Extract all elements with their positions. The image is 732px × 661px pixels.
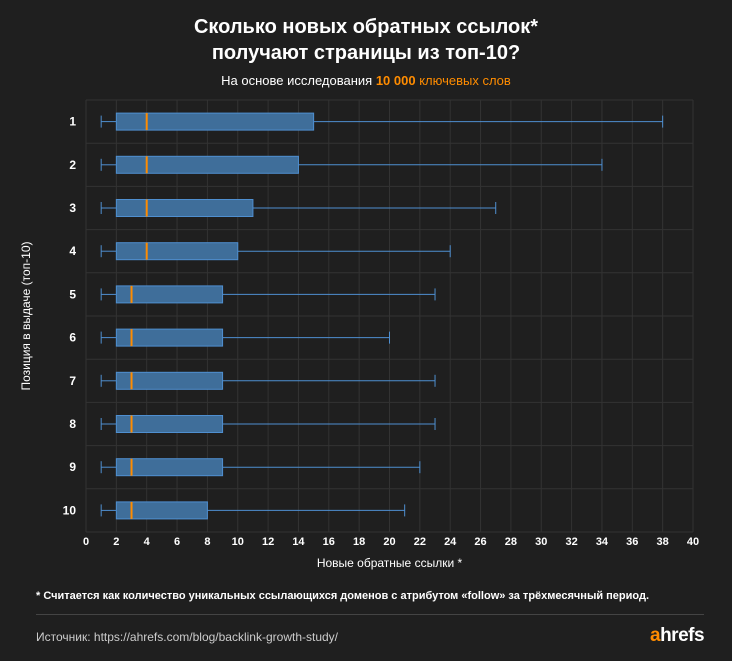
- x-tick-label: 40: [687, 536, 699, 548]
- y-tick-label: 2: [69, 158, 76, 172]
- x-tick-label: 36: [626, 536, 638, 548]
- x-axis-label: Новые обратные ссылки *: [317, 556, 463, 570]
- y-tick-label: 7: [69, 374, 76, 388]
- box-iqr: [115, 371, 224, 390]
- box-iqr: [115, 458, 224, 477]
- subtitle-number: 10 000: [375, 73, 416, 88]
- x-tick-label: 20: [383, 536, 395, 548]
- x-tick-label: 30: [535, 536, 547, 548]
- logo-rest: hrefs: [660, 625, 705, 646]
- x-tick-label: 0: [83, 536, 89, 548]
- box-iqr: [115, 285, 224, 304]
- chart-title: Сколько новых обратных ссылок* получают …: [0, 14, 732, 66]
- x-tick-label: 38: [657, 536, 669, 548]
- x-tick-label: 18: [353, 536, 365, 548]
- x-tick-label: 26: [474, 536, 486, 548]
- subtitle-prefix: На основе исследования: [221, 73, 376, 88]
- x-tick-label: 2: [113, 536, 119, 548]
- x-tick-label: 32: [565, 536, 577, 548]
- x-tick-label: 16: [323, 536, 335, 548]
- ahrefs-logo: ahrefs: [650, 625, 705, 647]
- y-tick-label: 9: [69, 460, 76, 474]
- x-tick-label: 12: [262, 536, 274, 548]
- box-iqr: [115, 242, 239, 261]
- subtitle-accent: 10 000 ключевых слов: [376, 73, 511, 88]
- x-tick-label: 24: [444, 536, 457, 548]
- x-tick-label: 22: [414, 536, 426, 548]
- y-tick-label: 3: [69, 201, 76, 215]
- chart-title-line-2: получают страницы из топ-10?: [211, 42, 521, 64]
- box-iqr: [115, 501, 208, 520]
- y-tick-label: 10: [63, 503, 77, 517]
- x-tick-label: 10: [232, 536, 244, 548]
- chart-subtitle: На основе исследования 10 000 ключевых с…: [0, 73, 732, 88]
- x-tick-label: 8: [204, 536, 210, 548]
- y-tick-label: 5: [69, 287, 76, 301]
- y-tick-label: 1: [69, 115, 76, 129]
- x-tick-label: 4: [144, 536, 151, 548]
- box-iqr: [115, 199, 254, 217]
- footnote: * Считается как количество уникальных сс…: [36, 590, 650, 602]
- subtitle-suffix: ключевых слов: [415, 73, 511, 88]
- source-link[interactable]: Источник: https://ahrefs.com/blog/backli…: [36, 630, 339, 644]
- y-axis-label: Позиция в выдаче (топ-10): [19, 241, 33, 390]
- box-iqr: [115, 112, 315, 131]
- y-tick-label: 8: [69, 417, 76, 431]
- box-iqr: [115, 155, 299, 174]
- footer-divider: [36, 614, 704, 615]
- x-tick-label: 14: [292, 536, 305, 548]
- box-iqr: [115, 415, 224, 433]
- logo-accent: a: [650, 625, 661, 646]
- x-tick-label: 6: [174, 536, 180, 548]
- box-iqr: [115, 328, 224, 347]
- x-tick-label: 34: [596, 536, 609, 548]
- chart-title-line-1: Сколько новых обратных ссылок*: [193, 16, 539, 38]
- y-tick-label: 6: [69, 331, 76, 345]
- y-tick-label: 4: [69, 244, 76, 258]
- x-tick-label: 28: [505, 536, 517, 548]
